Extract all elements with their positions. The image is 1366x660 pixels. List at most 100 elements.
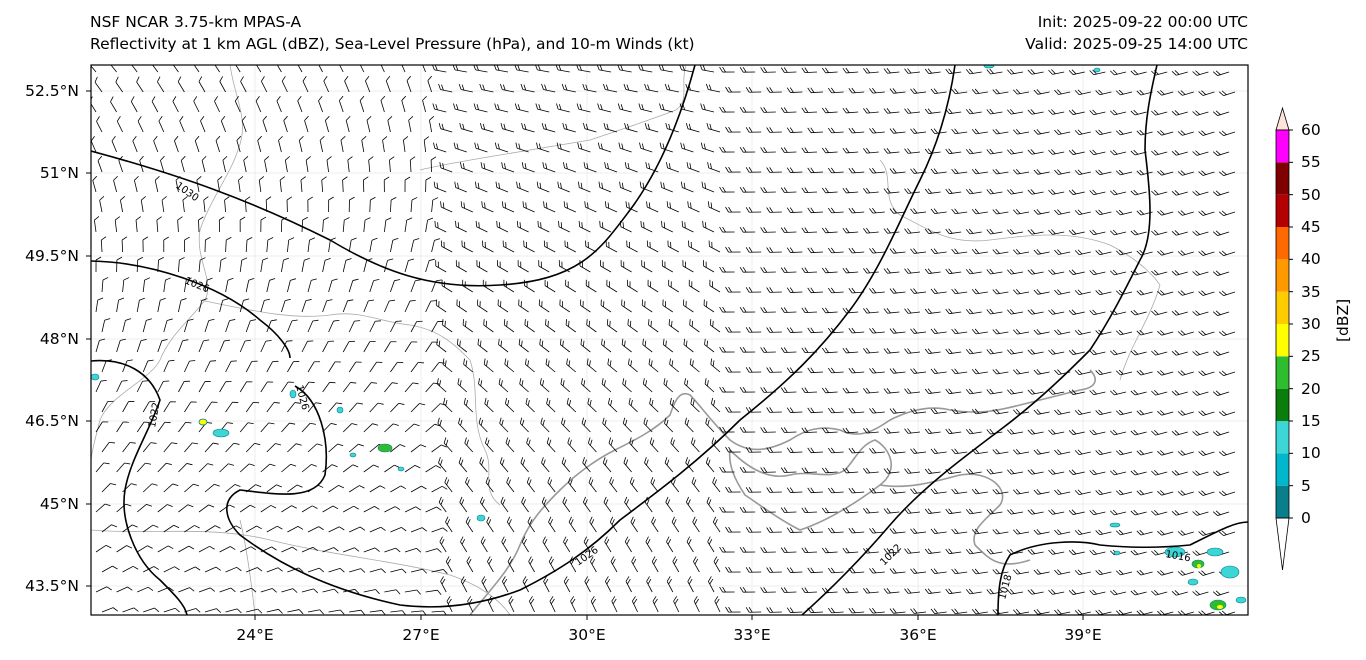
wind-barb [1177,330,1194,336]
wind-barb [157,380,170,393]
wind-barb [225,608,242,614]
wind-barb [889,368,906,374]
wind-barb [666,576,674,593]
wind-barb [94,76,103,93]
wind-barb [1157,130,1174,136]
wind-barb [951,288,968,295]
wind-barb [606,319,618,333]
wind-barb [541,122,556,133]
wind-barb [883,108,900,114]
wind-barb [1151,110,1168,116]
wind-barb [910,568,927,574]
wind-barb [179,116,185,133]
wind-barb [260,422,275,433]
wind-barb [1136,369,1153,376]
wind-barb [260,257,269,273]
wind-barb [556,142,570,153]
wind-barb [1115,369,1133,376]
wind-barb [1218,130,1236,137]
wind-barb [548,516,556,533]
wind-barb [1177,370,1194,376]
wind-barb [520,457,529,473]
wind-barb [163,236,169,253]
wind-barb [821,227,838,234]
wind-barb [1198,330,1215,336]
wind-barb [597,103,612,113]
wind-barb [904,268,921,274]
wind-barb [363,589,380,595]
wind-barb [224,196,230,213]
wind-barb [780,547,797,553]
wind-barb [910,88,927,94]
wind-barb [260,588,277,593]
lat-label: 51°N [39,164,79,182]
wind-barb [801,387,818,394]
wind-barb [1192,110,1209,116]
wind-barb [631,596,638,613]
title-line-2: Reflectivity at 1 km AGL (dBZ), Sea-Leve… [90,35,695,53]
wind-barb [848,247,865,254]
wind-barb [194,135,200,153]
wind-barb [863,187,879,194]
wind-barb [410,279,422,293]
echo-cell [983,65,995,69]
wind-barb [1033,369,1050,375]
wind-barb [719,146,735,153]
wind-barb [669,358,680,373]
wind-barb [281,257,290,273]
wind-barb [786,567,803,573]
wind-barb [266,608,283,614]
wind-barb [157,504,173,513]
wind-barb [1151,430,1168,436]
wind-barb [130,96,138,113]
wind-barb [639,181,653,193]
wind-barb [526,437,535,453]
wind-barb [93,216,100,233]
wind-barb [136,462,152,473]
wind-barb [638,103,653,113]
wind-barb [863,467,879,474]
wind-barb [344,75,350,93]
wind-barb [438,496,447,513]
wind-barb [1130,229,1147,236]
wind-barb [1068,269,1085,275]
isobar-1022-east [801,65,1158,615]
wind-barb [287,526,304,533]
wind-barb [365,75,371,93]
wind-barb [458,83,473,93]
wind-barb [766,127,782,133]
wind-barb [1218,370,1236,377]
wind-barb [266,402,280,413]
wind-barb [1095,169,1112,176]
wind-barb [506,476,515,493]
wind-barb [1054,569,1071,575]
wind-barb [431,610,448,615]
wind-barb [801,147,818,154]
wind-barb [965,428,982,435]
wind-barb [501,162,515,173]
wind-barb [842,67,859,74]
wind-barb [435,299,447,313]
border-line [199,299,471,361]
wind-barb [869,207,885,214]
wind-barb [222,155,228,173]
wind-barb [986,468,1003,475]
wind-barb [157,339,168,353]
wind-barb [110,96,117,113]
wind-barb [260,505,277,513]
wind-barb [322,547,339,553]
wind-barb [260,381,274,393]
wind-barb [1089,469,1106,476]
wind-barb [499,457,509,473]
wind-barb [562,122,576,133]
wind-barb [328,484,345,493]
wind-barb [807,327,824,334]
wind-barb [548,556,556,573]
lon-label: 39°E [1064,626,1102,644]
wind-barb [842,507,859,514]
wind-barb [1212,590,1230,596]
wind-barb [766,167,782,173]
wind-barb [343,505,359,513]
wind-barb [558,260,570,273]
wind-barb [641,260,653,273]
